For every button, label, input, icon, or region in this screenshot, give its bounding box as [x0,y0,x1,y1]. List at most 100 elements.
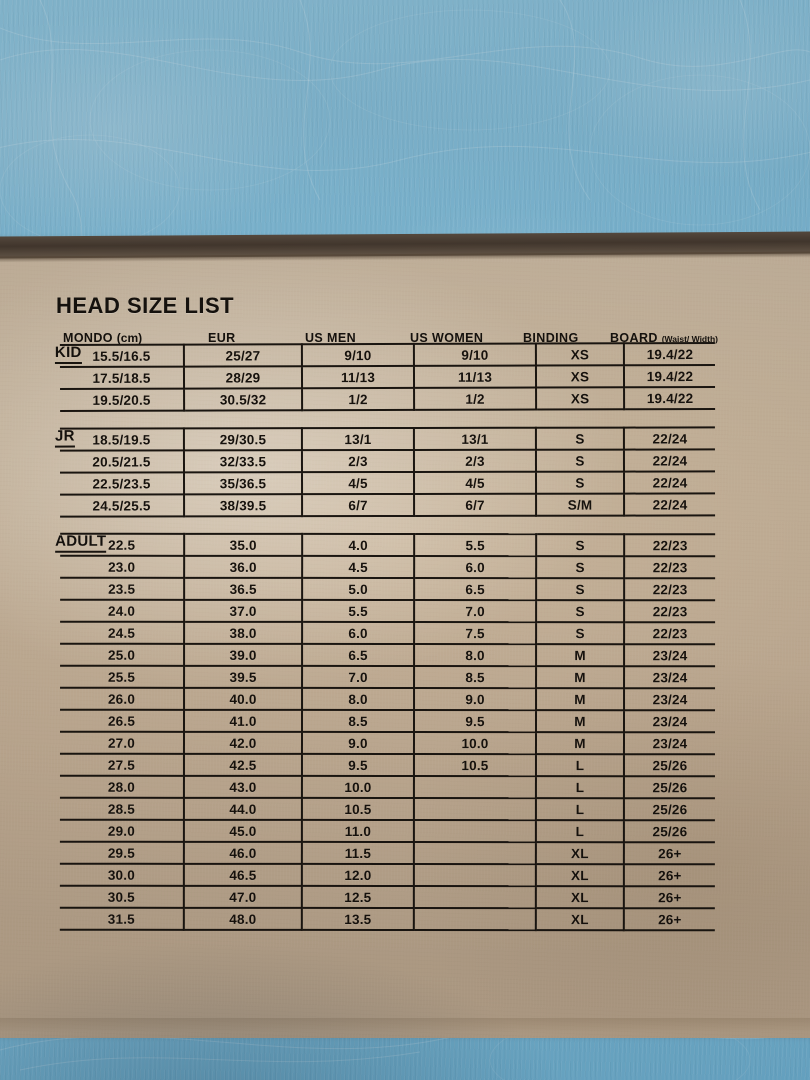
table-cell: 38.0 [184,621,303,644]
table-cell: 8.5 [302,709,415,733]
table-cell [413,842,536,865]
table-cell: 4.0 [302,533,415,557]
size-table-jr: 18.5/19.5 29/30.5 13/1 13/1 S 22/24 20.5/21.5 3… [59,426,716,517]
table-cell: 10.0 [413,732,536,755]
page-title: HEAD SIZE LIST [56,293,235,318]
size-table-adult-body: 22.5 35.0 4.0 5.5 S 22/23 23.0 36.0 4.5 6.0 S 22/23… [59,533,716,931]
table-cell: 11.0 [301,819,414,843]
table-cell: S [535,427,624,450]
table-cell: M [536,666,625,689]
table-row: 29.5 46.0 11.5 XL 26+ [59,841,715,865]
table-cell: 23/24 [623,710,716,733]
table-cell: 37.0 [184,599,303,622]
table-row: 19.5/20.5 30.5/32 1/2 1/2 XS 19.4/22 [60,386,716,412]
table-row: 26.5 41.0 8.5 9.5 M 23/24 [60,709,716,733]
table-cell: 10.0 [301,775,414,799]
table-cell: M [535,710,625,733]
box-bottom-seam [0,1018,810,1032]
table-cell: 48.0 [183,907,302,930]
table-cell: 35/36.5 [184,472,303,495]
table-cell: 8.0 [414,644,537,667]
table-cell: 9.0 [414,688,537,711]
table-cell: 8.0 [302,687,415,711]
table-cell: 32/33.5 [183,450,303,473]
table-cell: 11/13 [301,365,415,389]
table-cell [413,820,536,843]
table-cell: 41.0 [184,709,303,732]
table-cell [413,864,536,887]
table-cell: XL [535,864,624,887]
group-spacer [55,517,715,533]
table-cell: S [536,578,625,601]
table-cell: 25.5 [60,665,185,688]
table-cell: 46.5 [183,863,302,886]
table-cell: 7.5 [414,622,537,645]
size-table-kid: 15.5/16.5 25/27 9/10 9/10 XS 19.4/22 17.5/18.5… [59,342,716,412]
table-cell: 4.5 [302,555,415,579]
table-row: 28.0 43.0 10.0 L 25/26 [59,775,715,799]
table-cell: 26+ [623,842,715,865]
table-cell: M [536,644,625,667]
table-cell: 12.0 [301,863,414,887]
table-row: 25.5 39.5 7.0 8.5 M 23/24 [60,665,716,689]
table-row: 30.0 46.5 12.0 XL 26+ [59,863,715,887]
table-cell: 6/7 [414,493,537,516]
table-cell: L [535,820,624,843]
table-cell: 5.0 [302,577,415,601]
table-cell: 23/24 [624,688,716,711]
table-row: 25.0 39.0 6.5 8.0 M 23/24 [60,643,716,667]
table-row: 30.5 47.0 12.5 XL 26+ [59,885,715,909]
table-row: 26.0 40.0 8.0 9.0 M 23/24 [60,687,716,711]
table-cell: 22/24 [623,427,715,450]
table-cell: 9/10 [413,343,536,366]
table-row: 27.5 42.5 9.5 10.5 L 25/26 [59,753,715,777]
table-cell: 13.5 [301,907,414,931]
table-cell: 19.4/22 [624,386,716,410]
table-cell: XS [536,387,625,410]
table-cell: 27.0 [59,731,185,754]
table-cell: 22/23 [624,534,716,557]
table-cell: 20.5/21.5 [59,450,185,473]
table-cell: 22/24 [623,449,715,472]
table-cell: 23.5 [60,577,185,600]
table-cell: 7.0 [302,665,415,689]
table-cell: 5.5 [302,599,415,623]
table-cell: 9.0 [301,731,414,755]
table-cell: 30.5 [59,885,184,908]
table-cell [413,908,536,931]
table-row: 31.5 48.0 13.5 XL 26+ [59,907,715,931]
table-cell: 19.5/20.5 [60,388,185,412]
table-cell: S/M [536,493,625,516]
table-row: 23.5 36.5 5.0 6.5 S 22/23 [60,577,716,601]
table-cell: 42.0 [183,731,303,754]
table-row: 22.5 35.0 4.0 5.5 S 22/23 [60,533,716,557]
table-cell: 1/2 [302,387,415,411]
table-cell: 2/3 [413,449,536,472]
table-cell: 36.0 [184,555,303,578]
table-cell: XS [535,343,624,366]
table-cell: XS [535,365,625,388]
table-cell: 13/1 [301,427,414,451]
table-cell: S [536,600,625,623]
table-cell: 28.0 [59,775,184,798]
table-cell: 22/23 [624,578,716,601]
table-cell: 4/5 [302,471,415,495]
table-cell: 24.5 [60,621,185,644]
table-cell: 4/5 [413,471,537,494]
table-cell: 22/23 [624,556,716,579]
table-cell: 30.5/32 [184,388,303,411]
table-cell: 7.0 [414,600,537,623]
table-cell [413,776,536,799]
table-cell: 26+ [623,886,715,909]
table-cell: 8.5 [414,666,537,689]
table-row: 24.5 38.0 6.0 7.5 S 22/23 [60,621,716,645]
table-cell: 11/13 [413,365,537,388]
size-table-jr-body: 18.5/19.5 29/30.5 13/1 13/1 S 22/24 20.5/21.5 3… [59,427,716,517]
table-cell: M [535,732,624,755]
table-cell: 25/27 [183,344,302,367]
table-cell: 36.5 [184,577,303,600]
table-cell: 24.0 [60,599,185,622]
table-cell: 22.5/23.5 [60,472,185,495]
table-cell: 30.0 [59,863,184,886]
table-cell: 22/23 [624,600,716,623]
